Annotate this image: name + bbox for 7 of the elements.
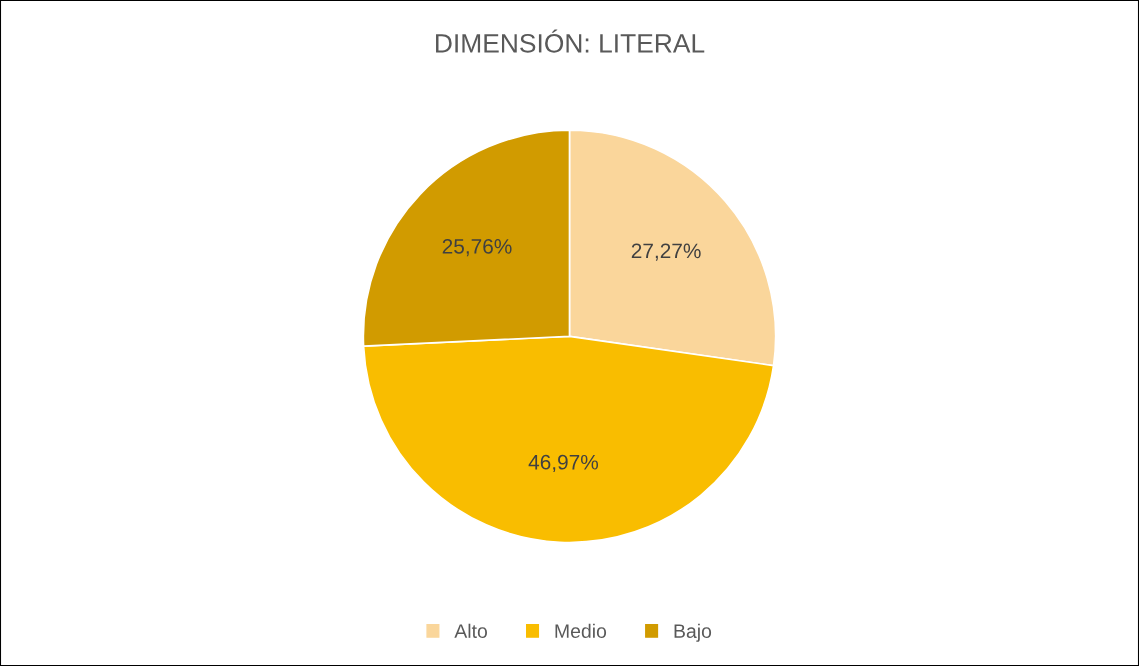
data-label: 27,27%: [631, 243, 701, 261]
data-label: 46,97%: [528, 454, 599, 473]
legend-label: Medio: [555, 623, 607, 638]
chart-title: DIMENSIÓN: LITERAL: [436, 29, 705, 53]
legend-label: Bajo: [674, 623, 712, 642]
legend-label: Alto: [454, 623, 487, 638]
data-label: 25,76%: [442, 238, 512, 257]
